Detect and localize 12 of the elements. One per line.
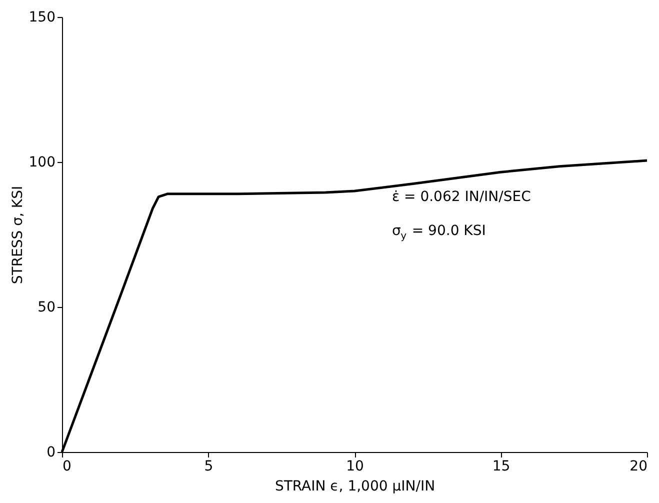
annotation: ε̇ = 0.062 IN/IN/SEC (392, 189, 532, 205)
y-tick-label: 0 (46, 444, 56, 460)
x-tick-label: 20 (630, 458, 648, 474)
x-tick-label: 10 (346, 458, 364, 474)
y-tick-label: 50 (38, 300, 56, 316)
y-axis-title: STRESS σ, KSI (10, 186, 26, 284)
x-tick-label: 15 (492, 458, 510, 474)
x-tick-label: 5 (204, 458, 214, 474)
y-tick-label: 100 (28, 154, 56, 170)
x-tick-label: 0 (62, 458, 72, 474)
x-axis-title: STRAIN ϵ, 1,000 μIN/IN (274, 478, 436, 494)
y-tick-label: 150 (28, 10, 56, 26)
